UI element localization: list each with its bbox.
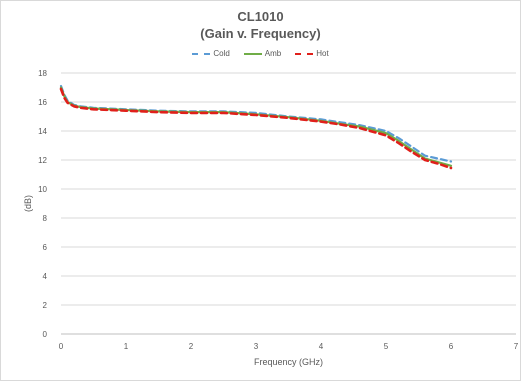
x-tick-label: 1 bbox=[124, 342, 129, 351]
y-tick-label: 16 bbox=[38, 98, 47, 107]
x-tick-label: 7 bbox=[514, 342, 519, 351]
series-lines bbox=[59, 84, 453, 170]
series-line-cold bbox=[59, 84, 453, 163]
legend-label-amb: Amb bbox=[264, 49, 282, 58]
chart-subtitle: (Gain v. Frequency) bbox=[200, 26, 321, 41]
y-tick-label: 8 bbox=[43, 214, 48, 223]
legend-item-cold: Cold bbox=[192, 49, 230, 58]
y-tick-label: 12 bbox=[38, 156, 47, 165]
x-tick-labels: 0 1 2 3 4 5 6 7 bbox=[59, 342, 519, 351]
legend-swatch-hot bbox=[295, 52, 314, 55]
y-tick-label: 6 bbox=[43, 243, 48, 252]
legend-item-hot: Hot bbox=[295, 49, 329, 58]
y-axis-label: (dB) bbox=[23, 195, 33, 212]
legend-swatch-cold bbox=[192, 52, 211, 55]
series-line-hot bbox=[59, 87, 453, 170]
legend-label-hot: Hot bbox=[316, 49, 329, 58]
y-tick-label: 10 bbox=[38, 185, 47, 194]
chart-legend: Cold Amb Hot bbox=[1, 49, 520, 58]
x-tick-label: 3 bbox=[254, 342, 259, 351]
x-tick-label: 6 bbox=[449, 342, 454, 351]
series-line-amb bbox=[59, 86, 453, 167]
y-tick-label: 0 bbox=[43, 330, 48, 339]
x-tick-label: 2 bbox=[189, 342, 194, 351]
x-axis-label: Frequency (GHz) bbox=[254, 357, 323, 367]
legend-label-cold: Cold bbox=[213, 49, 230, 58]
legend-swatch-amb bbox=[243, 52, 262, 55]
y-tick-labels: 0 2 4 6 8 10 12 14 16 18 bbox=[38, 69, 47, 339]
x-tick-label: 0 bbox=[59, 342, 64, 351]
y-tick-label: 4 bbox=[43, 272, 48, 281]
y-tick-label: 2 bbox=[43, 301, 48, 310]
chart-title: CL1010 bbox=[237, 9, 284, 24]
x-tick-label: 5 bbox=[384, 342, 389, 351]
y-tick-label: 18 bbox=[38, 69, 47, 78]
legend-item-amb: Amb bbox=[243, 49, 282, 58]
y-tick-label: 14 bbox=[38, 127, 47, 136]
gridlines bbox=[61, 72, 516, 335]
x-tick-label: 4 bbox=[319, 342, 324, 351]
